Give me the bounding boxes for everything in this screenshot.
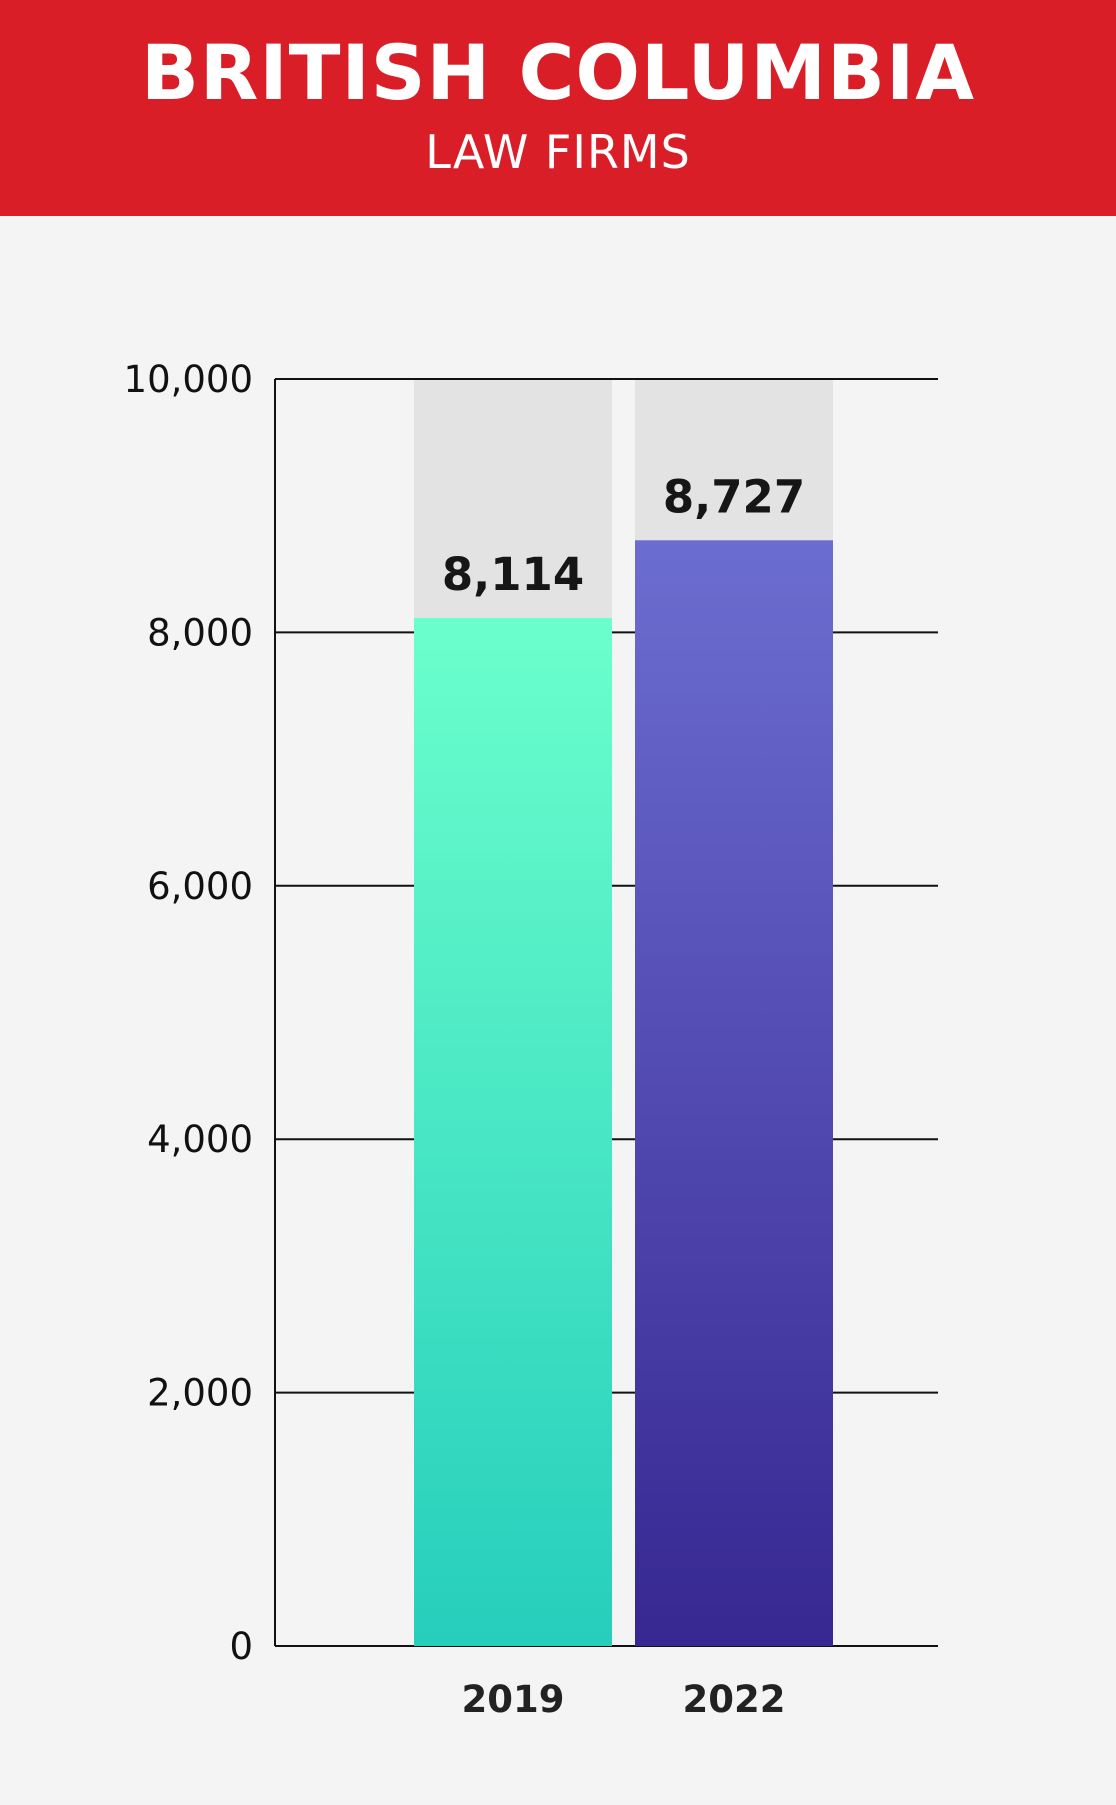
value-label-2022: 8,727 xyxy=(663,470,805,523)
bar-2019 xyxy=(414,617,612,1646)
chart-subtitle: LAW FIRMS xyxy=(425,125,691,179)
y-tick-label: 0 xyxy=(229,1625,253,1668)
y-tick-label: 4,000 xyxy=(147,1118,253,1161)
y-tick-label: 8,000 xyxy=(147,611,253,654)
y-tick-label: 6,000 xyxy=(147,865,253,908)
y-tick-label: 2,000 xyxy=(147,1372,253,1415)
chart-title: BRITISH COLUMBIA xyxy=(140,28,976,117)
bar-2022 xyxy=(635,540,833,1647)
value-label-2019: 8,114 xyxy=(442,548,584,601)
header-banner: BRITISH COLUMBIA LAW FIRMS xyxy=(0,0,1116,216)
x-tick-label-2019: 2019 xyxy=(462,1678,565,1721)
x-tick-label-2022: 2022 xyxy=(683,1678,786,1721)
y-tick-label: 10,000 xyxy=(124,358,253,401)
